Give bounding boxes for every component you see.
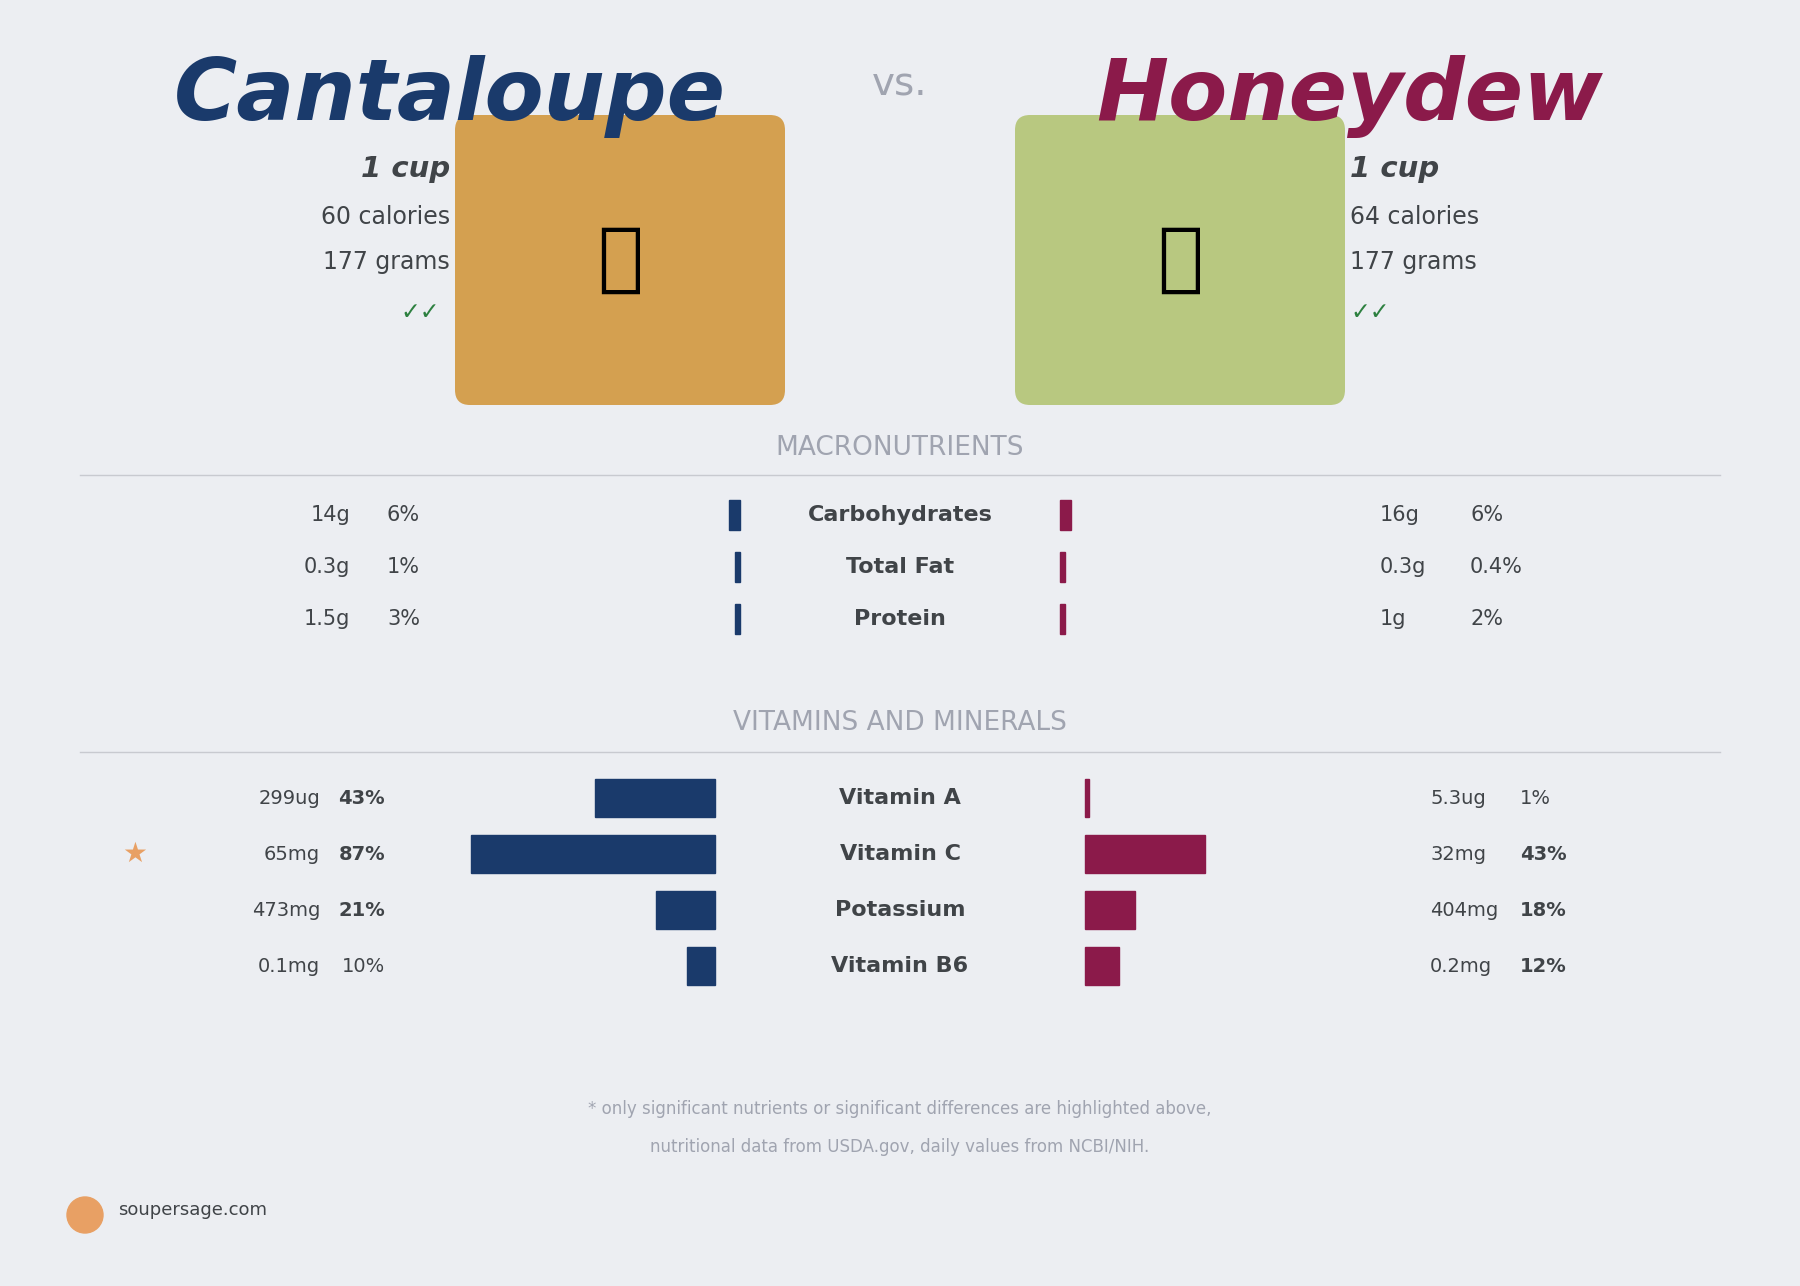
Text: 6%: 6% [387, 505, 419, 525]
Text: Total Fat: Total Fat [846, 557, 954, 577]
Text: Vitamin A: Vitamin A [839, 788, 961, 808]
Text: 473mg: 473mg [252, 900, 320, 919]
Text: 16g: 16g [1381, 505, 1420, 525]
Text: 32mg: 32mg [1429, 845, 1487, 863]
Bar [1085, 779, 1089, 817]
Bar [688, 946, 715, 985]
Text: ✓✓: ✓✓ [1350, 300, 1390, 324]
Text: 1 cup: 1 cup [360, 156, 450, 183]
Text: Cantaloupe: Cantaloupe [175, 55, 725, 138]
Bar [1085, 835, 1206, 873]
FancyBboxPatch shape [1015, 114, 1345, 405]
Bar [1060, 604, 1066, 634]
Text: 6%: 6% [1471, 505, 1503, 525]
Text: 1%: 1% [1519, 788, 1552, 808]
Text: 0.4%: 0.4% [1471, 557, 1523, 577]
Text: 43%: 43% [1519, 845, 1566, 863]
Bar [734, 604, 740, 634]
Text: 10%: 10% [342, 957, 385, 976]
Text: nutritional data from USDA.gov, daily values from NCBI/NIH.: nutritional data from USDA.gov, daily va… [650, 1138, 1150, 1156]
Text: Honeydew: Honeydew [1096, 55, 1604, 138]
Text: 1g: 1g [1381, 610, 1406, 629]
Text: 87%: 87% [338, 845, 385, 863]
Text: ✓✓: ✓✓ [401, 300, 439, 324]
Text: 0.2mg: 0.2mg [1429, 957, 1492, 976]
Text: 14g: 14g [310, 505, 349, 525]
Text: soupersage.com: soupersage.com [119, 1201, 266, 1219]
Text: 299ug: 299ug [257, 788, 320, 808]
Text: Protein: Protein [853, 610, 947, 629]
Bar [594, 779, 715, 817]
Text: 177 grams: 177 grams [324, 249, 450, 274]
Text: 0.1mg: 0.1mg [257, 957, 320, 976]
Text: 2%: 2% [1471, 610, 1503, 629]
Text: MACRONUTRIENTS: MACRONUTRIENTS [776, 435, 1024, 460]
Bar [729, 500, 740, 530]
Text: 43%: 43% [338, 788, 385, 808]
Text: vs.: vs. [873, 66, 927, 103]
Bar [734, 552, 740, 583]
Text: ★: ★ [122, 840, 148, 868]
Text: 18%: 18% [1519, 900, 1566, 919]
Text: 1%: 1% [387, 557, 419, 577]
Text: 5.3ug: 5.3ug [1429, 788, 1485, 808]
Text: 🍈: 🍈 [1157, 222, 1202, 297]
Bar [1085, 946, 1118, 985]
Bar [472, 835, 715, 873]
Text: Vitamin B6: Vitamin B6 [832, 955, 968, 976]
Text: Vitamin C: Vitamin C [839, 844, 961, 864]
Text: 0.3g: 0.3g [304, 557, 349, 577]
Text: 1.5g: 1.5g [304, 610, 349, 629]
FancyBboxPatch shape [455, 114, 785, 405]
Circle shape [67, 1197, 103, 1233]
Text: 65mg: 65mg [265, 845, 320, 863]
Text: 60 calories: 60 calories [320, 204, 450, 229]
Text: 404mg: 404mg [1429, 900, 1498, 919]
Text: 12%: 12% [1519, 957, 1566, 976]
Text: 0.3g: 0.3g [1381, 557, 1426, 577]
Bar [1060, 552, 1066, 583]
Text: VITAMINS AND MINERALS: VITAMINS AND MINERALS [733, 710, 1067, 736]
Text: 3%: 3% [387, 610, 419, 629]
Text: 21%: 21% [338, 900, 385, 919]
Bar [1085, 891, 1136, 928]
Text: 64 calories: 64 calories [1350, 204, 1480, 229]
Text: 🍈: 🍈 [598, 222, 643, 297]
Text: Carbohydrates: Carbohydrates [808, 505, 992, 525]
Text: * only significant nutrients or significant differences are highlighted above,: * only significant nutrients or signific… [589, 1100, 1211, 1118]
Text: 177 grams: 177 grams [1350, 249, 1476, 274]
Bar [657, 891, 715, 928]
Bar [1060, 500, 1071, 530]
Text: 1 cup: 1 cup [1350, 156, 1440, 183]
Text: Potassium: Potassium [835, 900, 965, 919]
